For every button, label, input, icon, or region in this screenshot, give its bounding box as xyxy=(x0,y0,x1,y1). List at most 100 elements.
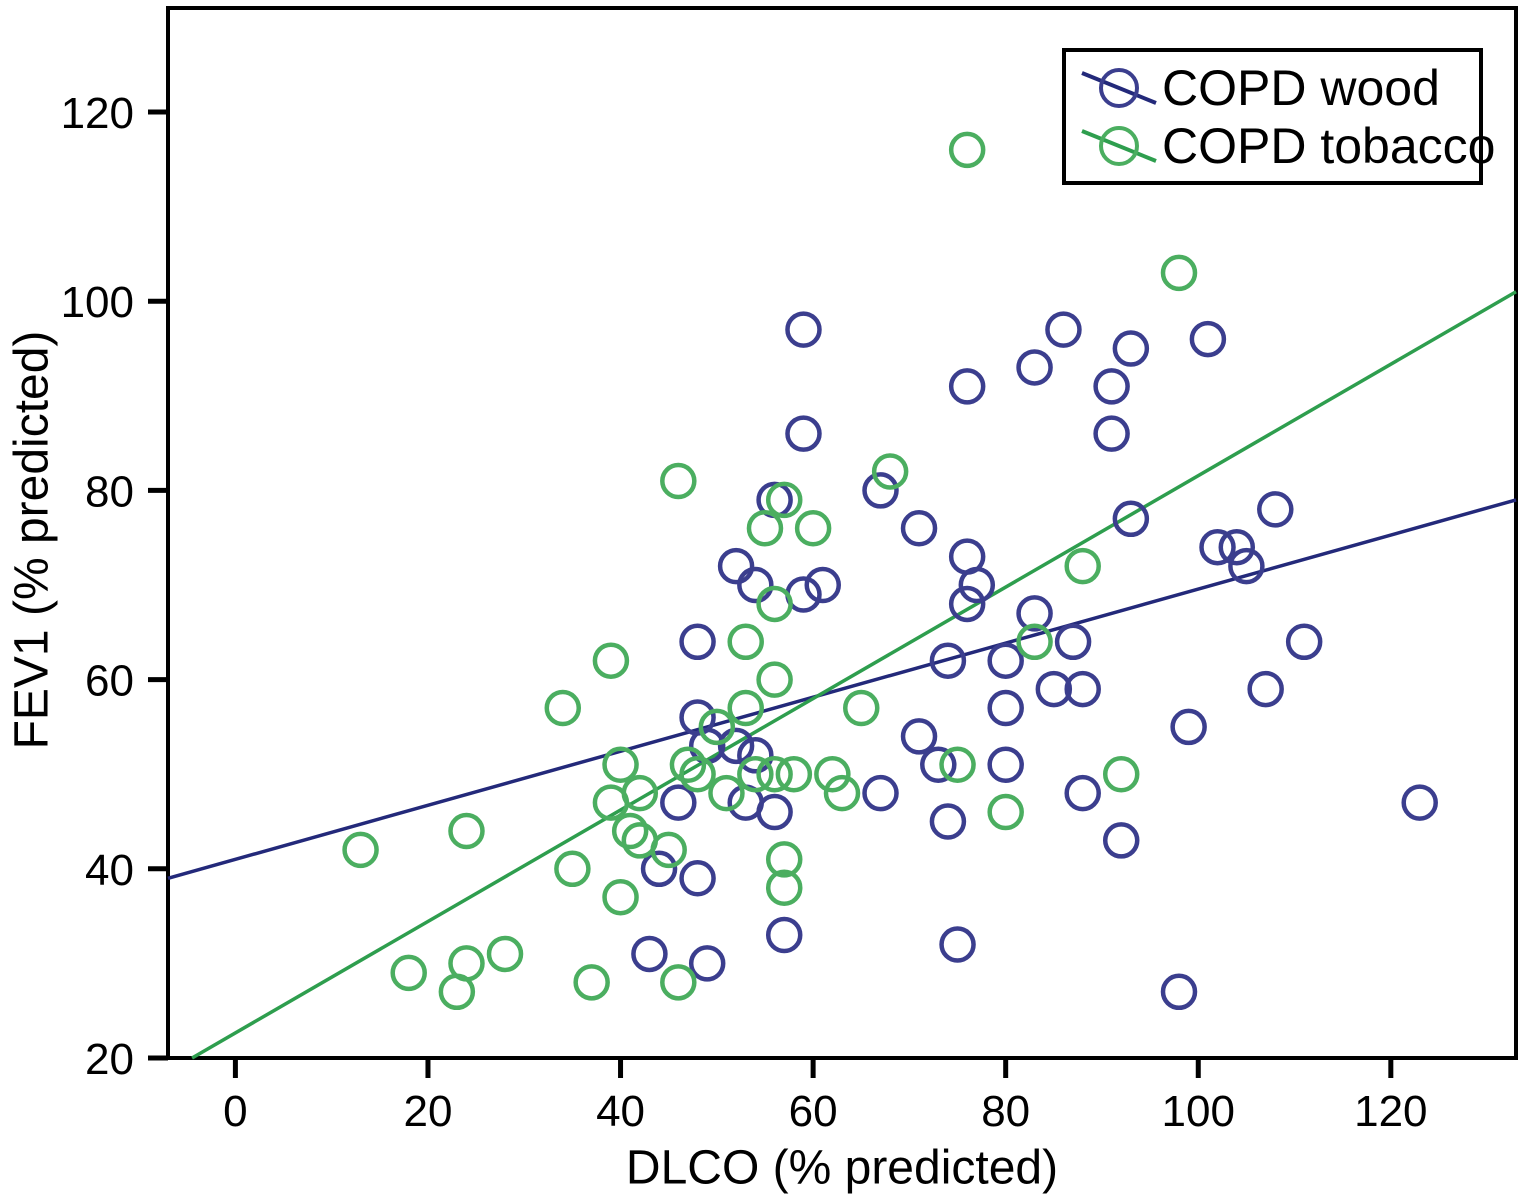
data-point-wood xyxy=(1401,784,1438,821)
data-point-wood xyxy=(804,566,841,604)
data-point-wood xyxy=(1257,491,1294,528)
data-point-tobacco xyxy=(544,689,582,727)
data-point-tobacco xyxy=(592,642,630,679)
data-point-tobacco xyxy=(660,964,697,1001)
data-point-wood xyxy=(737,737,774,774)
data-point-tobacco xyxy=(765,841,803,878)
y-tick-label: 40 xyxy=(85,846,134,895)
data-point-wood xyxy=(1064,670,1101,708)
data-point-tobacco xyxy=(948,131,986,169)
data-point-wood xyxy=(958,566,996,604)
data-point-tobacco xyxy=(756,755,793,793)
data-point-tobacco xyxy=(342,831,379,869)
data-point-wood xyxy=(900,718,938,755)
y-tick-label: 60 xyxy=(85,657,134,706)
data-point-wood xyxy=(660,784,697,821)
data-point-wood xyxy=(756,793,793,831)
legend: COPD wood COPD tobacco xyxy=(1062,48,1495,185)
data-point-wood xyxy=(1102,822,1140,859)
data-point-wood xyxy=(785,415,822,452)
x-tick-label: 100 xyxy=(1162,1087,1235,1136)
data-point-tobacco xyxy=(573,964,610,1001)
data-point-tobacco xyxy=(554,850,591,888)
y-tick-label: 80 xyxy=(85,467,134,516)
data-point-tobacco xyxy=(602,878,639,916)
data-point-tobacco xyxy=(727,623,764,661)
data-point-wood xyxy=(765,916,803,954)
data-point-tobacco xyxy=(486,935,524,973)
data-point-tobacco xyxy=(823,774,861,812)
data-point-tobacco xyxy=(602,746,639,784)
tobacco-marker-icon xyxy=(1081,125,1157,166)
data-point-wood xyxy=(1160,973,1198,1011)
data-point-tobacco xyxy=(1102,755,1140,793)
data-point-wood xyxy=(920,746,957,784)
data-point-tobacco xyxy=(592,784,630,821)
data-point-tobacco xyxy=(939,746,976,784)
data-point-tobacco xyxy=(660,462,697,500)
data-point-tobacco xyxy=(765,481,803,519)
data-point-tobacco xyxy=(775,755,813,793)
data-point-tobacco xyxy=(746,510,784,547)
data-point-tobacco xyxy=(987,793,1024,831)
data-point-tobacco xyxy=(698,708,736,746)
trend-line-wood xyxy=(167,498,1517,880)
legend-label-tobacco: COPD tobacco xyxy=(1162,117,1496,174)
x-tick-label: 80 xyxy=(981,1087,1030,1136)
data-point-tobacco xyxy=(765,869,803,906)
data-point-wood xyxy=(1093,415,1130,452)
data-point-tobacco xyxy=(756,661,793,698)
data-point-wood xyxy=(948,585,986,623)
data-point-wood xyxy=(1228,547,1265,585)
data-point-tobacco xyxy=(737,755,774,793)
data-point-tobacco xyxy=(727,689,764,727)
data-point-wood xyxy=(679,623,716,661)
data-point-wood xyxy=(987,689,1024,727)
data-point-tobacco xyxy=(438,973,476,1011)
data-point-wood xyxy=(929,642,967,679)
legend-label-wood: COPD wood xyxy=(1162,59,1440,116)
data-point-wood xyxy=(1016,349,1053,386)
data-point-wood xyxy=(1016,595,1053,632)
data-point-tobacco xyxy=(1064,547,1101,585)
data-point-tobacco xyxy=(1160,254,1198,292)
data-point-tobacco xyxy=(448,812,485,850)
x-axis-title: DLCO (% predicted) xyxy=(625,1141,1059,1195)
x-tick-label: 40 xyxy=(596,1087,645,1136)
wood-marker-icon xyxy=(1081,67,1157,108)
data-point-tobacco xyxy=(871,453,909,490)
data-point-tobacco xyxy=(814,755,851,793)
data-point-wood xyxy=(631,935,668,973)
data-point-tobacco xyxy=(650,831,687,869)
data-point-wood xyxy=(679,860,716,897)
data-point-tobacco xyxy=(794,510,832,547)
data-point-wood xyxy=(862,472,899,509)
data-point-wood xyxy=(939,926,976,963)
x-tick-label: 0 xyxy=(223,1087,247,1136)
x-tick-label: 20 xyxy=(403,1087,452,1136)
y-tick-label: 20 xyxy=(85,1035,134,1084)
data-point-wood xyxy=(1285,623,1323,661)
x-tick-label: 60 xyxy=(789,1087,838,1136)
data-point-wood xyxy=(1035,670,1073,708)
data-point-wood xyxy=(640,850,678,888)
data-point-wood xyxy=(1218,528,1256,566)
data-point-wood xyxy=(1170,708,1207,746)
data-point-wood xyxy=(1093,368,1130,405)
x-tick-label: 120 xyxy=(1354,1087,1427,1136)
data-point-wood xyxy=(900,510,938,547)
data-point-tobacco xyxy=(708,774,745,812)
data-point-wood xyxy=(1054,623,1092,661)
data-point-wood xyxy=(1189,320,1227,358)
data-point-wood xyxy=(737,566,774,604)
data-point-wood xyxy=(717,727,755,765)
y-tick-label: 120 xyxy=(61,89,134,138)
data-point-tobacco xyxy=(1016,623,1053,661)
data-point-wood xyxy=(1045,311,1082,348)
data-point-wood xyxy=(1112,330,1150,367)
data-point-tobacco xyxy=(756,585,793,623)
data-point-wood xyxy=(987,642,1024,679)
data-point-wood xyxy=(1112,500,1150,538)
legend-item-wood: COPD wood xyxy=(1066,59,1479,117)
